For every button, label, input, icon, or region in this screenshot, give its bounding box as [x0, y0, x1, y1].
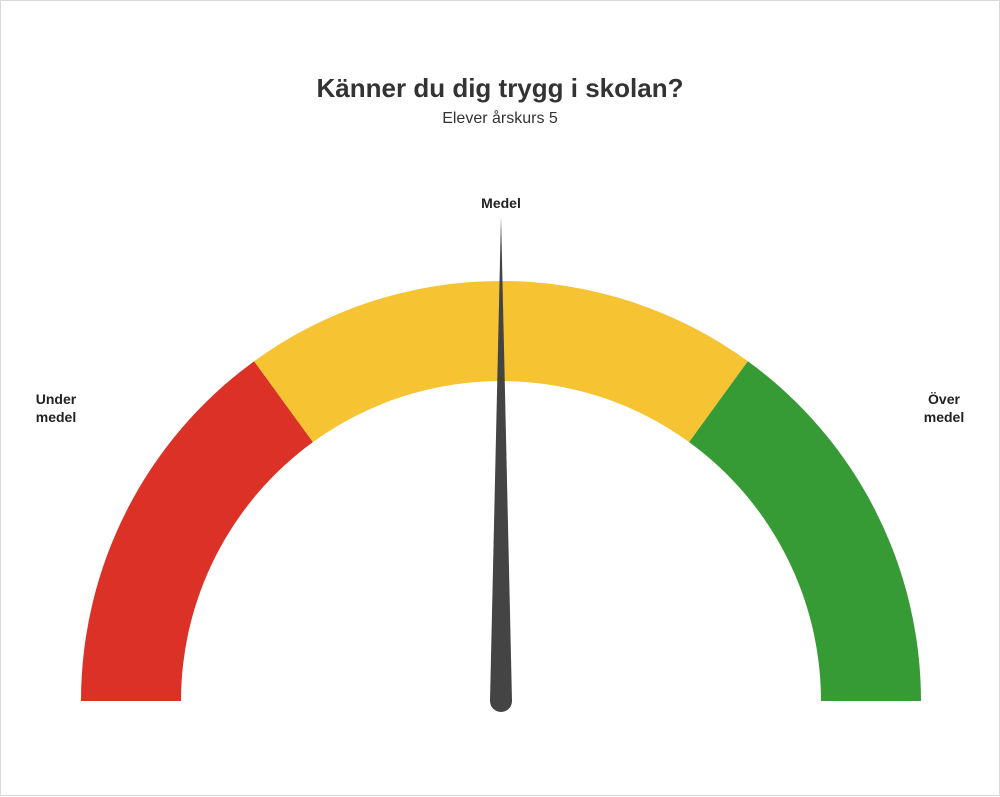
gauge-chart — [1, 1, 1000, 797]
chart-frame: Känner du dig trygg i skolan? Elever års… — [0, 0, 1000, 796]
gauge-label-right: Över medel — [884, 391, 1000, 426]
gauge-hub — [490, 690, 512, 712]
gauge-label-left: Under medel — [0, 391, 116, 426]
gauge-label-top: Medel — [441, 195, 561, 213]
